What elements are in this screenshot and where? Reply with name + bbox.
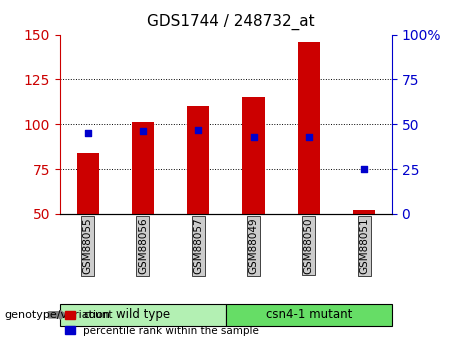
Bar [298,42,320,214]
Bar [353,210,375,214]
Text: wild type: wild type [116,308,170,321]
Point [305,134,313,139]
Text: GSM88055: GSM88055 [83,217,93,274]
Text: GSM88057: GSM88057 [193,217,203,274]
Text: GSM88050: GSM88050 [304,217,314,274]
Text: GSM88051: GSM88051 [359,217,369,274]
Bar [132,122,154,214]
Point [84,130,91,136]
Bar [187,106,209,214]
Text: GSM88049: GSM88049 [248,217,259,274]
Legend: count, percentile rank within the sample: count, percentile rank within the sample [60,306,264,340]
Bar [242,97,265,214]
Point [250,134,257,139]
Point [195,127,202,132]
Text: genotype/variation: genotype/variation [5,310,111,320]
Text: csn4-1 mutant: csn4-1 mutant [266,308,352,321]
Text: GDS1744 / 248732_at: GDS1744 / 248732_at [147,14,314,30]
Text: GSM88056: GSM88056 [138,217,148,274]
Point [139,129,147,134]
Point [361,166,368,172]
Bar [77,153,99,214]
